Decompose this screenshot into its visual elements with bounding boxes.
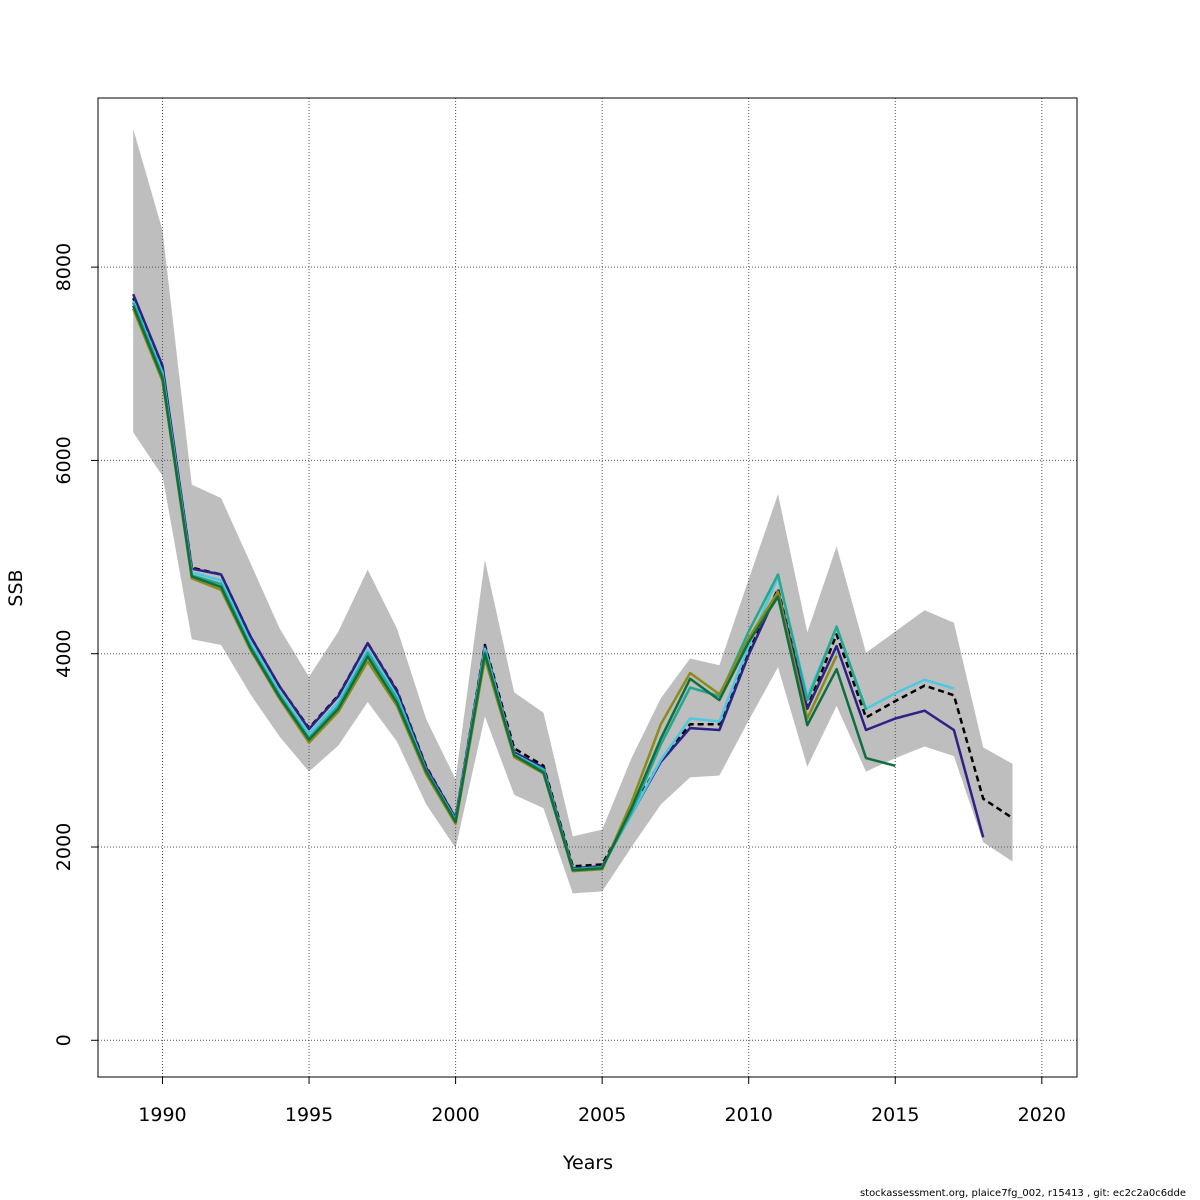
grid-layer (98, 98, 1077, 1077)
x-tick-label: 2015 (871, 1104, 919, 1126)
y-tick-label: 6000 (53, 436, 75, 484)
x-tick-label: 1995 (285, 1104, 333, 1126)
x-tick-label: 2005 (578, 1104, 626, 1126)
series-line-6 (132, 305, 896, 872)
y-tick-label: 2000 (53, 823, 75, 871)
y-axis-title: SSB (5, 569, 27, 606)
x-tick-label: 2000 (431, 1104, 479, 1126)
y-tick-label: 8000 (53, 243, 75, 291)
x-tick-label: 1990 (138, 1104, 186, 1126)
confidence-band (133, 128, 1013, 894)
y-tick-label: 0 (53, 1034, 75, 1046)
x-tick-label: 2010 (725, 1104, 773, 1126)
x-axis-title: Years (562, 1152, 613, 1174)
x-tick-label: 2020 (1018, 1104, 1066, 1126)
footer-credit: stockassessment.org, plaice7fg_002, r154… (859, 1188, 1186, 1199)
series-layer (132, 293, 1014, 873)
confidence-band-layer (133, 128, 1013, 894)
series-line-1 (132, 297, 1014, 868)
axis-layer: 1990 1995 2000 2005 2010 2015 2020 0 2000 4000 600… (53, 243, 1066, 1126)
y-tick-label: 4000 (53, 630, 75, 678)
plot-frame (97, 97, 1078, 1078)
